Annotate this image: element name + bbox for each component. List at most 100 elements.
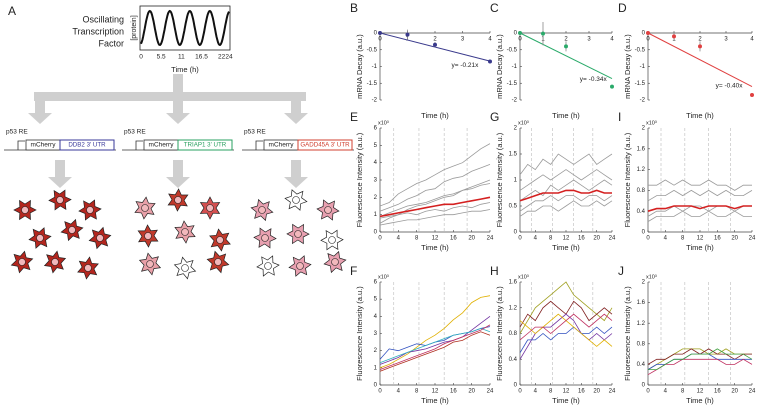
x-tick-label: 0	[646, 389, 650, 395]
x-tick-label: 24	[749, 236, 756, 242]
trace	[647, 353, 752, 370]
y-tick-label: 1	[514, 178, 518, 184]
utr-label: TRIAP1 3' UTR	[184, 142, 227, 149]
panel-letter: D	[618, 1, 627, 15]
trace	[519, 200, 613, 217]
x-tick-label: 20	[593, 236, 600, 242]
trace	[379, 324, 491, 370]
inset-tick-label: 22	[218, 54, 226, 61]
x-axis-label: Time (h)	[686, 396, 714, 405]
y-axis-label: Fluorescence Intensity (a.u.)	[495, 132, 504, 227]
y-tick-label: -0.5	[507, 47, 518, 53]
y-tick-label: 1.2	[637, 167, 646, 173]
y-tick-label: 0	[642, 31, 646, 37]
reporter-label: mCherry	[269, 142, 295, 149]
nucleus	[181, 228, 189, 236]
x-tick-label: 0	[518, 37, 522, 43]
trace	[647, 210, 752, 222]
utr-label: DDB2 3' UTR	[68, 142, 106, 149]
x-tick-label: 0	[518, 236, 522, 242]
y-tick-label: -0.5	[635, 47, 646, 53]
nucleus	[146, 260, 154, 268]
x-tick-label: 8	[681, 389, 685, 395]
trace	[519, 326, 613, 354]
inset-wave	[140, 9, 230, 47]
nucleus	[18, 258, 26, 266]
promoter-arrow	[135, 140, 143, 150]
y-tick-label: 1.6	[637, 300, 646, 306]
y-tick-label: 3	[374, 331, 378, 337]
y-tick-label: 1.6	[637, 146, 646, 152]
y-tick-label: 2	[642, 280, 646, 286]
nucleus	[56, 196, 64, 204]
promoter-label: p53 RE	[6, 129, 28, 136]
promoter-arrow	[17, 140, 25, 150]
x-axis-label: Time (h)	[552, 243, 580, 252]
y-tick-label: -1.5	[507, 81, 518, 87]
x-tick-label: 4	[534, 236, 538, 242]
x-tick-label: 20	[468, 389, 475, 395]
x-tick-label: 4	[397, 389, 401, 395]
inset-ylabel: [protein]	[131, 15, 138, 40]
y-tick-label: 0.4	[509, 357, 518, 363]
data-point	[564, 44, 568, 49]
x-tick-label: 16	[714, 236, 721, 242]
trace	[648, 179, 752, 191]
y-tick-label: -2	[512, 98, 518, 104]
trace	[519, 179, 613, 202]
fit-annotation: y= -0.40x	[716, 83, 744, 90]
y-tick-label: 3	[374, 178, 378, 184]
x-tick-label: 4	[664, 236, 668, 242]
trace	[647, 348, 752, 365]
x-tick-label: 20	[731, 389, 738, 395]
trace	[647, 205, 752, 212]
y-tick-label: 0	[642, 383, 646, 389]
y-multiplier: x10³	[378, 274, 389, 280]
utr-label: GADD45A 3' UTR	[300, 142, 350, 149]
y-multiplier: x10³	[518, 120, 529, 126]
panel-letter: E	[350, 110, 358, 124]
trace	[647, 358, 753, 376]
trace	[379, 143, 491, 207]
panel-letter: F	[350, 264, 357, 278]
y-tick-label: 1.6	[509, 280, 518, 286]
data-point	[610, 84, 614, 89]
x-tick-label: 12	[563, 236, 570, 242]
trace	[647, 189, 753, 202]
diagram-title: Transcription	[72, 26, 124, 36]
y-tick-label: -1	[512, 64, 518, 70]
nucleus	[258, 206, 266, 214]
y-tick-label: 5	[374, 297, 378, 303]
y-tick-label: 0	[514, 31, 518, 37]
x-tick-label: 12	[432, 236, 439, 242]
nucleus	[21, 206, 29, 214]
y-tick-label: -2	[372, 98, 378, 104]
utr-box	[59, 139, 115, 151]
nucleus	[174, 196, 182, 204]
utr-box	[177, 139, 233, 151]
y-axis-label: mRNA Decay (a.u.)	[355, 34, 364, 99]
nucleus	[68, 226, 76, 234]
y-tick-label: 0.5	[509, 204, 518, 210]
y-axis-label: mRNA Decay (a.u.)	[623, 34, 632, 99]
x-axis-label: Time (h)	[421, 396, 449, 405]
fit-annotation: y= -0.34x	[580, 76, 608, 83]
fit-annotation: y= -0.21x	[452, 62, 480, 69]
x-tick-label: 12	[563, 389, 570, 395]
nucleus	[96, 234, 104, 242]
y-axis-label: Fluorescence Intensity (a.u.)	[495, 286, 504, 381]
y-multiplier: x10³	[518, 274, 529, 280]
reporter-label: mCherry	[149, 142, 175, 149]
x-tick-label: 12	[432, 389, 439, 395]
trace	[648, 348, 753, 370]
y-tick-label: 0	[642, 230, 646, 236]
y-tick-label: 1.5	[509, 152, 518, 158]
y-tick-label: -2	[640, 98, 646, 104]
x-tick-label: 2	[564, 37, 568, 43]
fit-line	[647, 32, 753, 88]
x-tick-label: 24	[487, 389, 494, 395]
data-point	[672, 34, 676, 39]
nucleus	[216, 236, 224, 244]
y-tick-label: 6	[374, 280, 378, 286]
